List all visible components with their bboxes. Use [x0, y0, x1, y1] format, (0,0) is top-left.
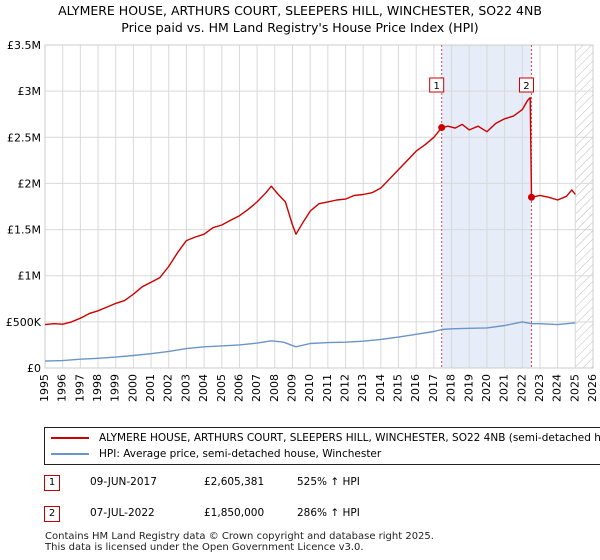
legend-item-hpi: HPI: Average price, semi-detached house,…	[51, 446, 381, 462]
legend: ALYMERE HOUSE, ARTHURS COURT, SLEEPERS H…	[44, 427, 600, 465]
y-tick-label: £3M	[18, 85, 42, 98]
price-chart: 1 2 £0 £500K £1M £1.5M £2M £2.5M £3M £3.5M 1995 199…	[6, 39, 599, 402]
legend-swatch-property	[51, 437, 89, 439]
x-tick-label: 1996	[56, 374, 69, 402]
x-tick-label: 2024	[551, 374, 564, 402]
chart-subtitle: Price paid vs. HM Land Registry's House …	[121, 20, 479, 35]
x-tick-label: 2016	[409, 374, 422, 402]
y-tick-label: £3.5M	[7, 39, 41, 52]
legend-item-property: ALYMERE HOUSE, ARTHURS COURT, SLEEPERS H…	[51, 430, 600, 446]
x-tick-label: 2025	[568, 374, 581, 402]
x-tick-label: 2006	[232, 374, 245, 402]
footer-line: This data is licensed under the Open Gov…	[45, 542, 364, 553]
y-tick-label: £1.5M	[7, 224, 41, 237]
sale-marker-box	[429, 77, 445, 93]
x-tick-label: 1999	[109, 374, 122, 402]
transaction-date: 09-JUN-2017	[90, 476, 157, 488]
transaction-price: £2,605,381	[204, 476, 265, 488]
x-tick-label: 2018	[445, 374, 458, 402]
x-tick-label: 2008	[268, 374, 281, 402]
x-tick-label: 1997	[73, 374, 86, 402]
y-tick-label: £2.5M	[7, 131, 41, 144]
y-tick-label: £1M	[18, 270, 42, 283]
x-tick-label: 2009	[285, 374, 298, 402]
x-tick-label: 2012	[339, 374, 352, 402]
transaction-marker: 2	[44, 506, 60, 522]
sale-point	[527, 193, 535, 201]
x-tick-label: 2017	[427, 374, 440, 402]
x-tick-label: 2022	[515, 374, 528, 402]
sale-marker-label: 1	[433, 81, 439, 92]
sale-marker-box	[518, 77, 534, 93]
x-tick-label: 2002	[162, 374, 175, 402]
x-tick-label: 2001	[144, 374, 157, 402]
y-tick-label: £500K	[6, 316, 42, 329]
transaction-hpi-change: 286% ↑ HPI	[297, 507, 360, 519]
legend-label-hpi: HPI: Average price, semi-detached house,…	[99, 448, 382, 460]
transaction-hpi-change: 525% ↑ HPI	[297, 476, 360, 488]
x-tick-label: 1998	[91, 374, 104, 402]
x-tick-label: 2020	[480, 374, 493, 402]
property-series-line	[44, 96, 576, 326]
sale-marker-label: 2	[523, 81, 529, 92]
transaction-row: 1 09-JUN-2017 £2,605,381 525% ↑ HPI	[44, 475, 594, 495]
y-tick-label: £2M	[18, 177, 42, 190]
y-tick-label: £0	[27, 362, 41, 375]
footer-line: Contains HM Land Registry data © Crown c…	[45, 531, 434, 542]
x-tick-label: 2000	[126, 374, 139, 402]
footer: Contains HM Land Registry data © Crown c…	[45, 531, 434, 553]
x-tick-label: 2023	[533, 374, 546, 402]
x-tick-label: 2014	[374, 374, 387, 402]
x-tick-label: 2026	[586, 374, 599, 402]
x-tick-label: 1995	[38, 374, 51, 402]
x-tick-label: 2019	[462, 374, 475, 402]
x-tick-label: 2015	[392, 374, 405, 402]
chart-title: ALYMERE HOUSE, ARTHURS COURT, SLEEPERS H…	[58, 3, 542, 18]
legend-label-property: ALYMERE HOUSE, ARTHURS COURT, SLEEPERS H…	[99, 432, 600, 444]
x-tick-label: 2005	[215, 374, 228, 402]
transaction-price: £1,850,000	[204, 507, 265, 519]
x-tick-label: 2013	[356, 374, 369, 402]
x-tick-label: 2003	[179, 374, 192, 402]
x-tick-label: 2004	[197, 374, 210, 402]
transaction-date: 07-JUL-2022	[90, 507, 155, 519]
x-tick-label: 2007	[250, 374, 263, 402]
hpi-series-line	[44, 321, 576, 362]
x-tick-label: 2010	[303, 374, 316, 402]
future-hatch	[575, 45, 593, 368]
transaction-row: 2 07-JUL-2022 £1,850,000 286% ↑ HPI	[44, 506, 594, 526]
x-tick-label: 2021	[498, 374, 511, 402]
legend-swatch-hpi	[51, 453, 89, 455]
sale-point	[438, 124, 446, 132]
plot-frame	[44, 44, 594, 369]
transaction-marker: 1	[44, 475, 60, 491]
x-tick-label: 2011	[321, 374, 334, 402]
